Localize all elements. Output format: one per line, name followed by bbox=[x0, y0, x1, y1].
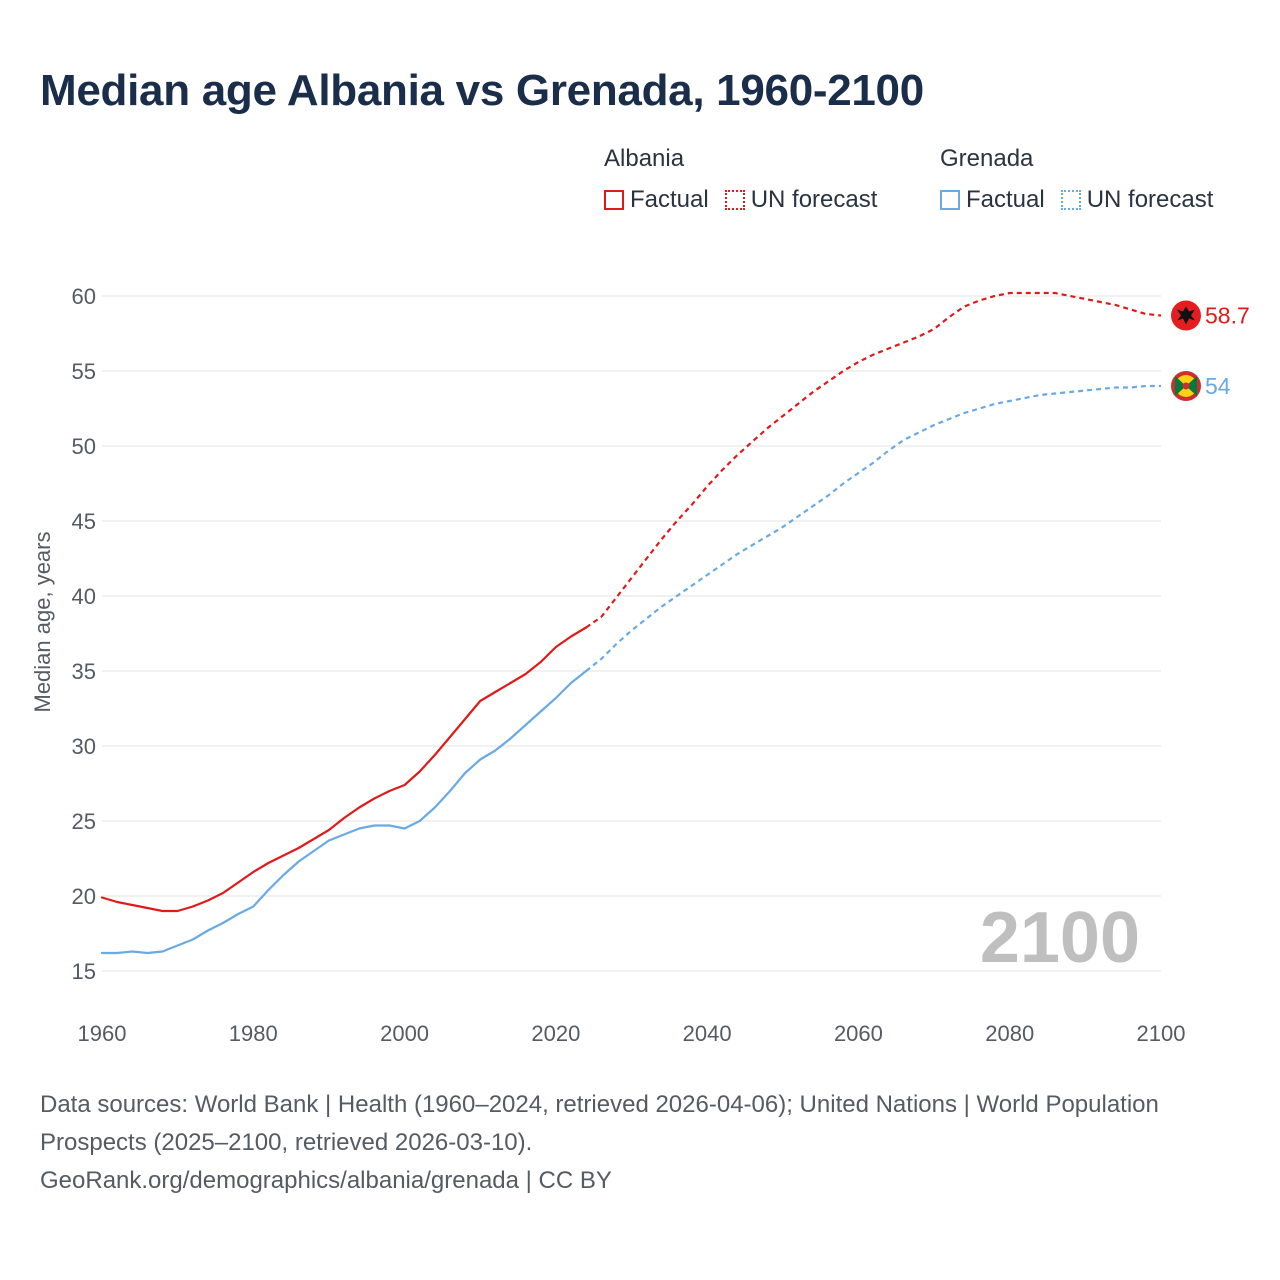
footer: Data sources: World Bank | Health (1960–… bbox=[40, 1086, 1220, 1200]
legend-swatch-dotted bbox=[1060, 190, 1081, 210]
series-line-albania-factual bbox=[100, 626, 588, 913]
y-tick-label: 15 bbox=[72, 959, 96, 984]
legend-label: Factual bbox=[966, 186, 1045, 213]
year-watermark: 2100 bbox=[980, 898, 1140, 978]
end-value-label-grenada: 54 bbox=[1205, 373, 1231, 399]
legend-swatch-solid bbox=[940, 190, 960, 210]
legend-swatch-solid bbox=[604, 190, 624, 210]
y-axis-label: Median age, years bbox=[30, 532, 55, 713]
flag-center bbox=[1182, 382, 1190, 390]
grenada-flag-marker: 54 bbox=[1171, 371, 1231, 401]
x-tick-label: 2100 bbox=[1137, 1021, 1186, 1046]
y-tick-label: 45 bbox=[72, 509, 96, 534]
legend-swatch-dotted bbox=[724, 190, 745, 210]
flag-triangle-left bbox=[1175, 376, 1186, 396]
grenada-flag-icon bbox=[1171, 371, 1201, 401]
grid-layer bbox=[102, 295, 1161, 972]
y-tick-label: 35 bbox=[72, 659, 96, 684]
line-chart: 2100 15 20 25 30 35 40 45 50 55 60 1960 1980 2000 202… bbox=[30, 284, 1250, 1046]
x-tick-label: 1960 bbox=[78, 1021, 127, 1046]
legend-group-title: Albania bbox=[604, 145, 685, 172]
source-link[interactable]: GeoRank.org/demographics/albania/grenada… bbox=[40, 1167, 612, 1194]
legend-item-albania-factual[interactable]: Factual bbox=[604, 186, 709, 214]
flag-triangle-right bbox=[1186, 376, 1197, 396]
legend-item-grenada-forecast[interactable]: UN forecast bbox=[1060, 186, 1214, 214]
series-layer bbox=[100, 291, 1162, 955]
x-tick-label: 1980 bbox=[229, 1021, 278, 1046]
x-tick-label: 2060 bbox=[834, 1021, 883, 1046]
series-line-grenada-factual bbox=[100, 669, 588, 955]
legend-group-title: Grenada bbox=[940, 145, 1034, 172]
albania-flag-marker: 58.7 bbox=[1171, 300, 1250, 331]
end-value-label-albania: 58.7 bbox=[1205, 303, 1250, 329]
albania-flag-icon bbox=[1171, 300, 1201, 331]
legend-group-grenada: Grenada Factual UN forecast bbox=[940, 144, 1213, 214]
eagle-emblem bbox=[1177, 306, 1195, 325]
y-tick-label: 30 bbox=[72, 734, 96, 759]
y-tick-label: 50 bbox=[72, 434, 96, 459]
axes-layer: 15 20 25 30 35 40 45 50 55 60 1960 1980 2000 2020 2040… bbox=[72, 284, 1186, 1046]
legend-label: UN forecast bbox=[750, 186, 878, 213]
y-tick-label: 60 bbox=[72, 284, 96, 309]
chart-title: Median age Albania vs Grenada, 1960-2100 bbox=[40, 66, 924, 115]
y-tick-label: 20 bbox=[72, 884, 96, 909]
y-tick-label: 40 bbox=[72, 584, 96, 609]
y-tick-label: 55 bbox=[72, 359, 96, 384]
legend-label: Factual bbox=[630, 186, 709, 213]
y-tick-label: 25 bbox=[72, 809, 96, 834]
end-markers-layer: 58.7 54 bbox=[1171, 300, 1250, 401]
x-tick-label: 2000 bbox=[380, 1021, 429, 1046]
x-tick-label: 2020 bbox=[531, 1021, 580, 1046]
legend-group-albania: Albania Factual UN forecast bbox=[604, 144, 877, 214]
legend-item-grenada-factual[interactable]: Factual bbox=[940, 186, 1045, 214]
legend-label: UN forecast bbox=[1086, 186, 1214, 213]
data-sources: Data sources: World Bank | Health (1960–… bbox=[40, 1091, 1159, 1156]
legend-item-albania-forecast[interactable]: UN forecast bbox=[724, 186, 878, 214]
series-line-albania-forecast bbox=[585, 291, 1162, 629]
x-tick-label: 2040 bbox=[683, 1021, 732, 1046]
x-tick-label: 2080 bbox=[985, 1021, 1034, 1046]
series-line-grenada-forecast bbox=[585, 384, 1161, 672]
